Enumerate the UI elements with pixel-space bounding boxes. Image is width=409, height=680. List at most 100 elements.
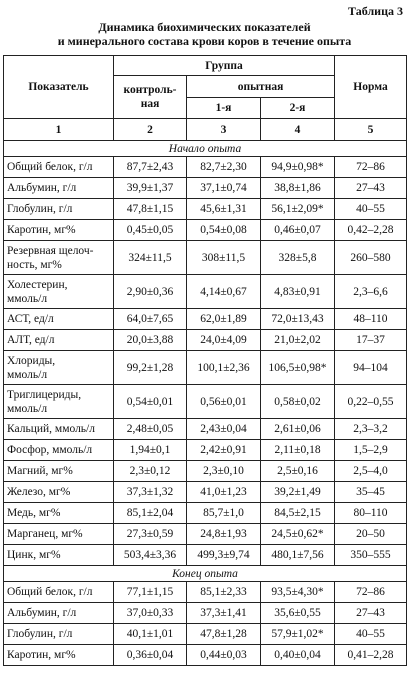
value-cell: 2,11±0,18: [259, 439, 336, 461]
value-cell: 80–110: [334, 502, 408, 524]
value-cell: 40–55: [334, 623, 408, 645]
value-cell: 27–43: [334, 602, 408, 624]
data-row: Магний, мг% 2,3±0,12 2,3±0,10 2,5±0,16 2,5–4…: [3, 460, 408, 482]
value-cell: 87,7±2,43: [113, 156, 187, 178]
value-cell: 17–37: [334, 329, 408, 351]
value-cell: 100,1±2,36: [186, 350, 261, 385]
value-cell: 84,5±2,15: [259, 502, 336, 524]
value-cell: 56,1±2,09*: [259, 198, 336, 220]
value-cell: 0,54±0,08: [186, 219, 261, 241]
value-cell: 94,9±0,98*: [259, 156, 336, 178]
value-cell: 2,43±0,04: [186, 418, 261, 440]
data-row: Холестерин, ммоль/л 2,90±0,36 4,14±0,67 4,8…: [3, 274, 408, 309]
value-cell: 0,36±0,04: [113, 644, 187, 666]
value-cell: 39,9±1,37: [113, 177, 187, 199]
value-cell: 47,8±1,15: [113, 198, 187, 220]
value-cell: 324±11,5: [113, 240, 187, 275]
indicator-cell: Магний, мг%: [3, 460, 114, 482]
indicator-cell: АСТ, ед/л: [3, 308, 114, 330]
indicator-cell: Альбумин, г/л: [3, 602, 114, 624]
header-cell: 2-я: [259, 97, 336, 119]
indicator-cell: Глобулин, г/л: [3, 623, 114, 645]
column-number: 2: [113, 118, 187, 141]
value-cell: 38,8±1,86: [259, 177, 336, 199]
data-row: Альбумин, г/л 39,9±1,37 37,1±0,74 38,8±1,86…: [3, 177, 408, 199]
title-line: Динамика биохимических показателей: [98, 20, 311, 34]
indicator-cell: Железо, мг%: [3, 481, 114, 503]
value-cell: 20,0±3,88: [113, 329, 187, 351]
value-cell: 328±5,8: [259, 240, 336, 275]
table-body: Начало опыта Общий белок, г/л 87,7±2,43 82,…: [2, 140, 408, 666]
section-title: Конец опыта: [2, 565, 408, 582]
value-cell: 1,5–2,9: [334, 439, 408, 461]
data-row: Глобулин, г/л 47,8±1,15 45,6±1,31 56,1±2,09…: [3, 198, 408, 220]
value-cell: 37,3±1,41: [186, 602, 261, 624]
data-row: Железо, мг% 37,3±1,32 41,0±1,23 39,2±1,49 35…: [3, 481, 408, 503]
value-cell: 2,5±0,16: [259, 460, 336, 482]
value-cell: 106,5±0,98*: [259, 350, 336, 385]
value-cell: 2,48±0,05: [113, 418, 187, 440]
value-cell: 99,2±1,28: [113, 350, 187, 385]
indicator-cell: Каротин, мг%: [3, 219, 114, 241]
header-cell: Норма: [334, 55, 408, 119]
value-cell: 24,0±4,09: [186, 329, 261, 351]
data-row: Хлориды, ммоль/л 99,2±1,28 100,1±2,36 106,5…: [3, 350, 408, 385]
value-cell: 2,3–6,6: [334, 274, 408, 309]
indicator-cell: Глобулин, г/л: [3, 198, 114, 220]
value-cell: 72–86: [334, 156, 408, 178]
column-number: 1: [3, 118, 114, 141]
indicator-cell: Фосфор, ммоль/л: [3, 439, 114, 461]
value-cell: 0,44±0,03: [186, 644, 261, 666]
data-row: Резервная щелоч- ность, мг% 324±11,5 308±1…: [3, 240, 408, 275]
value-cell: 2,90±0,36: [113, 274, 187, 309]
header-cell: Показатель: [3, 55, 114, 119]
value-cell: 93,5±4,30*: [259, 581, 336, 603]
value-cell: 2,5–4,0: [334, 460, 408, 482]
value-cell: 72,0±13,43: [259, 308, 336, 330]
data-row: АЛТ, ед/л 20,0±3,88 24,0±4,09 21,0±2,02 17–3…: [3, 329, 408, 351]
value-cell: 2,61±0,06: [259, 418, 336, 440]
value-cell: 47,8±1,28: [186, 623, 261, 645]
value-cell: 260–580: [334, 240, 408, 275]
indicator-cell: Цинк, мг%: [3, 544, 114, 566]
table-label: Таблица 3: [348, 4, 403, 18]
value-cell: 62,0±1,89: [186, 308, 261, 330]
section-row: Конец опыта: [2, 565, 408, 582]
value-cell: 2,3±0,10: [186, 460, 261, 482]
value-cell: 85,1±2,33: [186, 581, 261, 603]
value-cell: 480,1±7,56: [259, 544, 336, 566]
value-cell: 40–55: [334, 198, 408, 220]
indicator-cell: Медь, мг%: [3, 502, 114, 524]
data-row: Каротин, мг% 0,36±0,04 0,44±0,03 0,40±0,04 0…: [3, 644, 408, 666]
value-cell: 0,45±0,05: [113, 219, 187, 241]
indicator-cell: Марганец, мг%: [3, 523, 114, 545]
value-cell: 94–104: [334, 350, 408, 385]
value-cell: 24,8±1,93: [186, 523, 261, 545]
value-cell: 48–110: [334, 308, 408, 330]
section-title: Начало опыта: [2, 140, 408, 157]
indicator-cell: Резервная щелоч- ность, мг%: [3, 240, 114, 275]
data-row: Кальций, ммоль/л 2,48±0,05 2,43±0,04 2,61±0…: [3, 418, 408, 440]
data-row: Фосфор, ммоль/л 1,94±0,1 2,42±0,91 2,11±0,1…: [3, 439, 408, 461]
indicator-cell: Альбумин, г/л: [3, 177, 114, 199]
value-cell: 2,42±0,91: [186, 439, 261, 461]
value-cell: 77,1±1,15: [113, 581, 187, 603]
header-cell: 1-я: [186, 97, 261, 119]
data-row: Общий белок, г/л 87,7±2,43 82,7±2,30 94,9±0…: [3, 156, 408, 178]
value-cell: 39,2±1,49: [259, 481, 336, 503]
value-cell: 0,58±0,02: [259, 384, 336, 419]
indicator-cell: Хлориды, ммоль/л: [3, 350, 114, 385]
section-row: Начало опыта: [2, 140, 408, 157]
data-row: Триглицериды, ммоль/л 0,54±0,01 0,56±0,01 0…: [3, 384, 408, 419]
value-cell: 37,3±1,32: [113, 481, 187, 503]
value-cell: 24,5±0,62*: [259, 523, 336, 545]
data-row: Медь, мг% 85,1±2,04 85,7±1,0 84,5±2,15 80–11…: [3, 502, 408, 524]
value-cell: 37,0±0,33: [113, 602, 187, 624]
value-cell: 4,14±0,67: [186, 274, 261, 309]
indicator-cell: Триглицериды, ммоль/л: [3, 384, 114, 419]
indicator-cell: Холестерин, ммоль/л: [3, 274, 114, 309]
value-cell: 499,3±9,74: [186, 544, 261, 566]
